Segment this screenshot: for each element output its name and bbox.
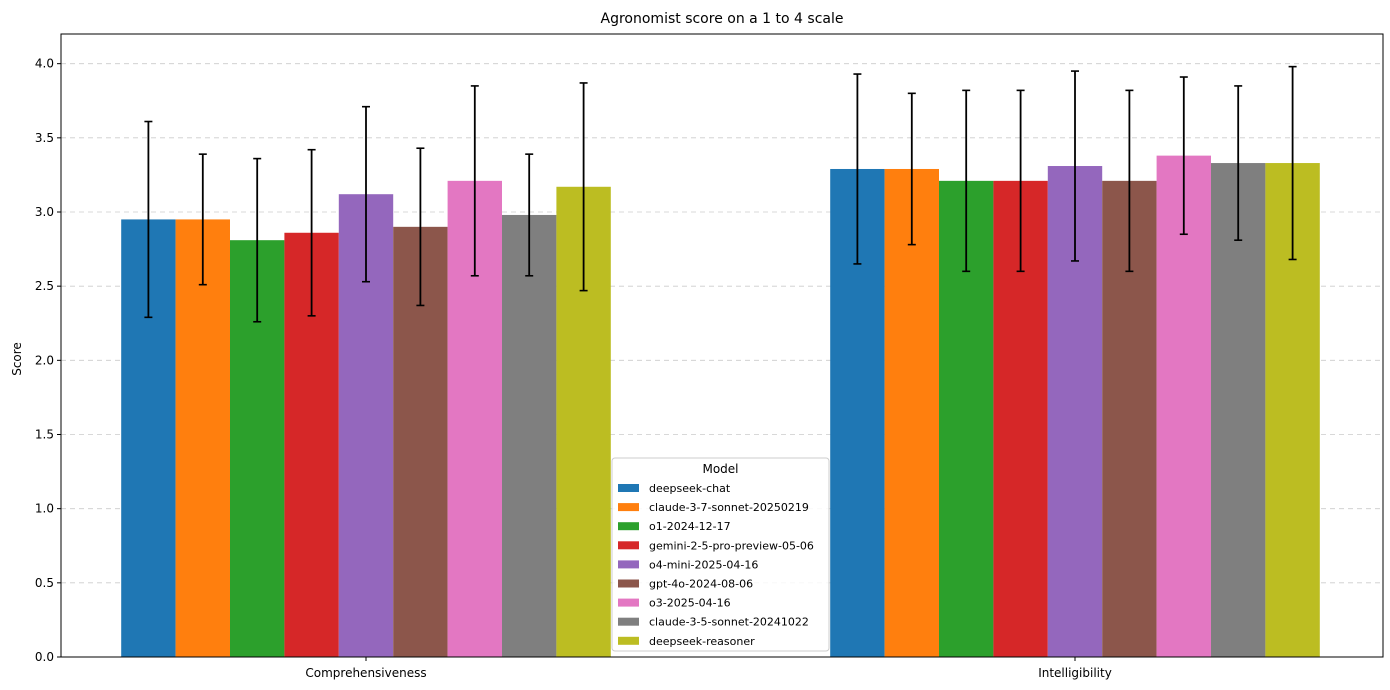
legend-swatch	[618, 503, 639, 512]
legend: Model deepseek-chat claude-3-7-sonnet-2025…	[611, 457, 830, 652]
bars	[121, 155, 1320, 658]
y-tick-label: 4.0	[35, 57, 54, 71]
error-bars	[144, 65, 1297, 323]
legend-entry: deepseek-chat	[649, 482, 731, 495]
legend-swatch	[618, 560, 639, 569]
plot-frame	[60, 33, 1384, 658]
y-tick-label: 2.5	[35, 279, 54, 293]
legend-entry: o1-2024-12-17	[649, 520, 731, 533]
y-tick-label: 2.0	[35, 353, 54, 367]
legend-entry: gpt-4o-2024-08-06	[649, 578, 753, 591]
legend-swatch	[618, 598, 639, 607]
axes: 0.0 0.5 1.0 1.5 2.0 2.5 3.0 3.5 4.0 Comprehensive…	[35, 33, 1384, 680]
legend-entry: o3-2025-04-16	[649, 597, 731, 610]
y-tick-label: 3.5	[35, 131, 54, 145]
bar	[1156, 155, 1211, 657]
bar	[1211, 163, 1266, 658]
legend-swatch	[618, 636, 639, 645]
y-axis-label: Score	[10, 342, 24, 376]
legend-box	[611, 457, 830, 652]
legend-entry: deepseek-reasoner	[649, 635, 755, 648]
chart-title: Agronomist score on a 1 to 4 scale	[601, 11, 844, 27]
x-tick-label: Intelligibility	[1038, 666, 1112, 680]
bar	[175, 219, 230, 657]
y-tick-label: 1.0	[35, 502, 54, 516]
y-tick-label: 0.0	[35, 650, 54, 664]
legend-swatch	[618, 579, 639, 588]
legend-swatch	[618, 541, 639, 550]
y-tick-label: 1.5	[35, 428, 54, 442]
x-tick-label: Comprehensiveness	[305, 666, 426, 680]
legend-entry: o4-mini-2025-04-16	[649, 558, 758, 571]
legend-title: Model	[702, 462, 738, 476]
legend-swatch	[618, 522, 639, 531]
legend-entry: claude-3-5-sonnet-20241022	[649, 616, 809, 629]
y-tick-label: 3.0	[35, 205, 54, 219]
legend-swatch	[618, 484, 639, 492]
y-tick-label: 0.5	[35, 576, 54, 590]
bar	[884, 168, 939, 657]
bar	[502, 214, 557, 657]
legend-entry: claude-3-7-sonnet-20250219	[649, 501, 809, 514]
legend-swatch	[618, 617, 639, 626]
legend-entry: gemini-2-5-pro-preview-05-06	[649, 539, 814, 552]
